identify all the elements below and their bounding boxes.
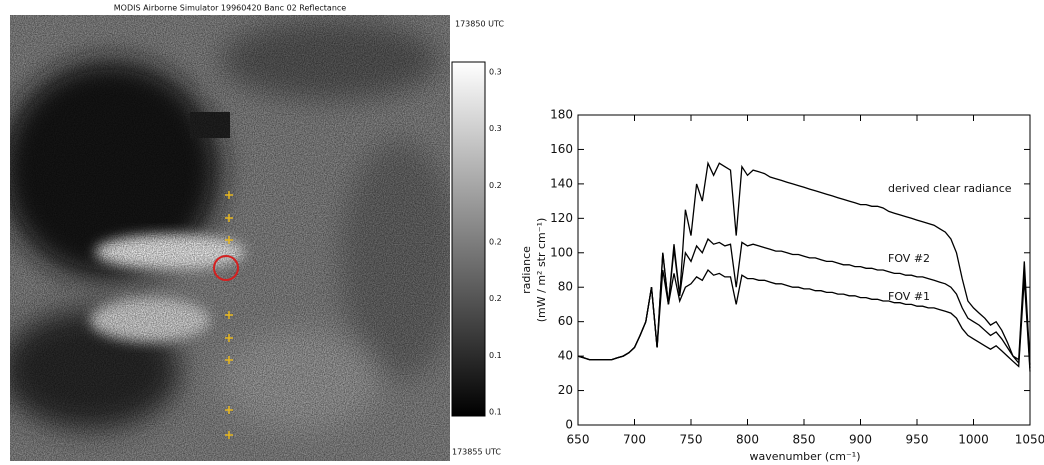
x-tick-label: 1050 [1015, 433, 1044, 447]
colorbar-label: 0.3 [489, 68, 502, 77]
colorbar [451, 61, 486, 417]
y-tick-label: 120 [550, 211, 573, 225]
colorbar-label: 0.2 [489, 238, 502, 247]
spectrum-line [577, 268, 1031, 372]
x-tick-label: 850 [793, 433, 816, 447]
x-tick-label: 750 [680, 433, 703, 447]
y-tick-label: 160 [550, 142, 573, 156]
y-tick-label: 60 [558, 314, 573, 328]
y-axis-label: radiance [520, 246, 533, 294]
time-end: 173855 UTC [452, 448, 501, 457]
plot-frame [577, 114, 1031, 426]
x-tick-label: 800 [736, 433, 759, 447]
satellite-image [10, 15, 450, 461]
y-tick-label: 20 [558, 383, 573, 397]
x-tick-label: 950 [906, 433, 929, 447]
x-tick-label: 700 [623, 433, 646, 447]
y-tick-label: 0 [565, 418, 573, 432]
time-start: 173850 UTC [455, 20, 504, 29]
x-tick-label: 900 [849, 433, 872, 447]
y-tick-label: 180 [550, 108, 573, 122]
colorbar-label: 0.1 [489, 351, 502, 360]
series-label: FOV #2 [888, 252, 930, 265]
y-tick-label: 40 [558, 349, 573, 363]
x-tick-label: 1000 [958, 433, 989, 447]
x-tick-label: 650 [567, 433, 590, 447]
series-label: FOV #1 [888, 290, 930, 303]
y-tick-label: 80 [558, 280, 573, 294]
series-label: derived clear radiance [888, 182, 1012, 195]
y-axis-label: (mW / m² str cm⁻¹) [535, 218, 548, 323]
spectrum-line [577, 237, 1031, 369]
image-title: MODIS Airborne Simulator 19960420 Banc 0… [114, 4, 347, 13]
y-tick-label: 140 [550, 176, 573, 190]
colorbar-label: 0.3 [489, 124, 502, 133]
colorbar-label: 0.1 [489, 408, 502, 417]
colorbar-label: 0.2 [489, 294, 502, 303]
y-tick-label: 100 [550, 245, 573, 259]
colorbar-label: 0.2 [489, 181, 502, 190]
x-axis-label: wavenumber (cm⁻¹) [749, 450, 860, 463]
